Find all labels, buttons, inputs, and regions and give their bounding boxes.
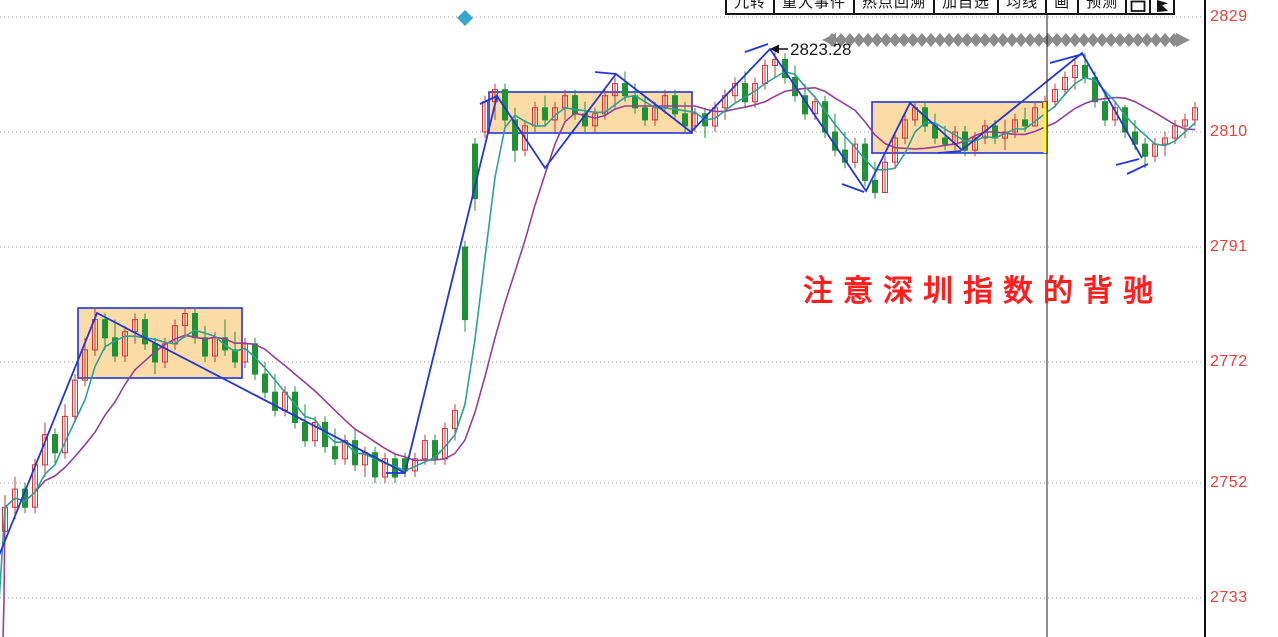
btn-hotspot-review[interactable]: 热点回溯 xyxy=(853,0,936,15)
flag-icon xyxy=(1156,0,1168,12)
divergence-note: 注意深圳指数的背驰 xyxy=(803,275,1163,308)
window-icon xyxy=(1130,0,1146,12)
diamond-marker xyxy=(457,10,473,26)
y-axis-label: 2733 xyxy=(1210,588,1248,606)
btn-nine-turns[interactable]: 九转 xyxy=(725,0,776,15)
peak-price-label: 2823.28 xyxy=(790,40,852,59)
y-axis-label: 2791 xyxy=(1210,237,1248,255)
y-axis-label: 2810 xyxy=(1210,122,1248,140)
peak-arrow-head xyxy=(770,44,779,54)
btn-flag[interactable] xyxy=(1149,0,1176,15)
y-axis-label: 2829 xyxy=(1210,8,1248,25)
btn-add-watchlist[interactable]: 加自选 xyxy=(933,0,1000,15)
y-axis-label: 2752 xyxy=(1210,474,1248,491)
y-axis-label: 2772 xyxy=(1210,352,1248,370)
toolbar: 九转 重大事件 热点回溯 加自选 均线画预测 xyxy=(725,0,1176,15)
gray-arrow-right-head xyxy=(1176,33,1190,47)
btn-draw[interactable]: 画 xyxy=(1045,0,1080,15)
y-axis: 2829 2810 2791 2772 2752 2733 xyxy=(1208,0,1278,637)
btn-moving-average[interactable]: 均线 xyxy=(997,0,1048,15)
btn-forecast[interactable]: 预测 xyxy=(1077,0,1128,15)
btn-major-events[interactable]: 重大事件 xyxy=(773,0,856,15)
btn-window[interactable] xyxy=(1125,0,1152,15)
